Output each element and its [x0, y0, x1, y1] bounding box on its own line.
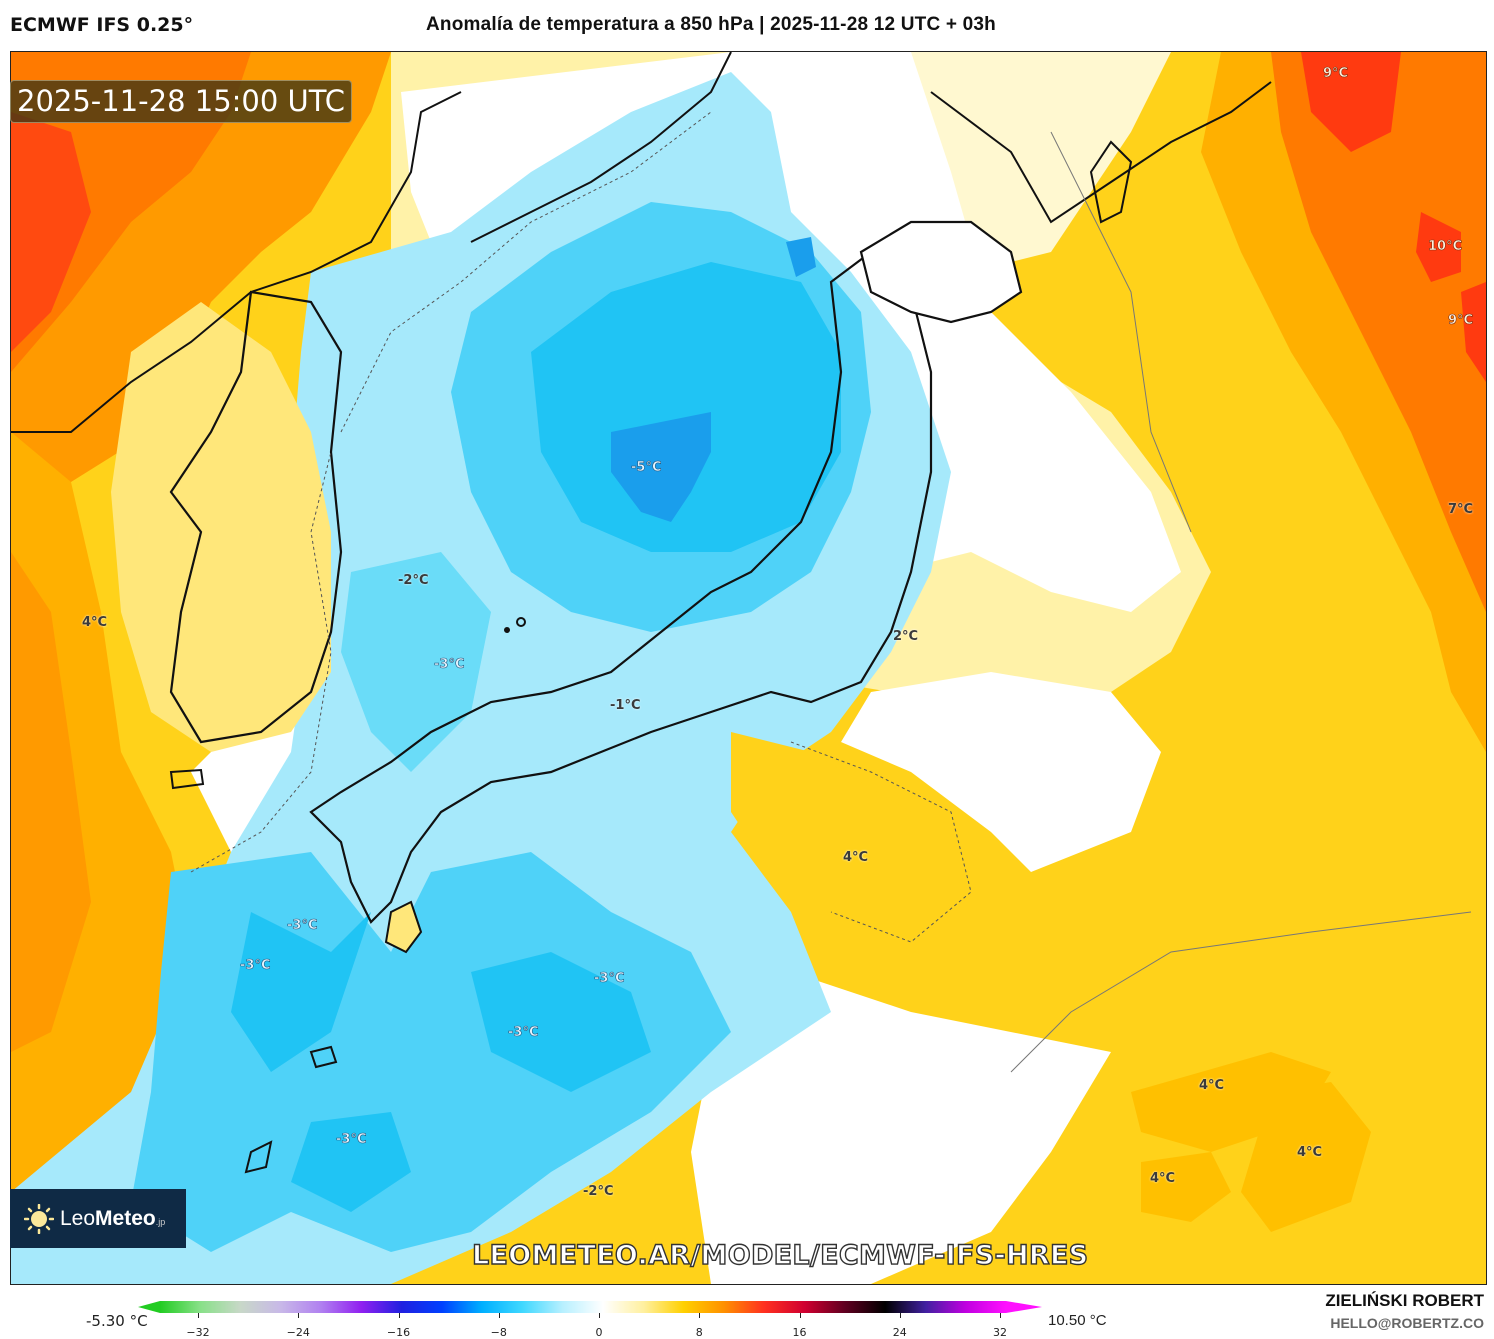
contour-label: 4°C [1199, 1078, 1225, 1093]
colorbar-tick-label: −8 [490, 1326, 507, 1339]
contour-label: 4°C [1150, 1171, 1176, 1186]
colorbar-tick-label: 24 [892, 1326, 907, 1339]
model-title: ECMWF IFS 0.25° [10, 14, 194, 36]
author-credit: ZIELIŃSKI ROBERT [1325, 1291, 1484, 1310]
colorbar [138, 1301, 1042, 1313]
contour-label: -3°C [336, 1132, 367, 1148]
colorbar-tick-mark [899, 1313, 901, 1318]
contour-label: 7°C [1448, 502, 1474, 517]
contour-label: -3°C [240, 958, 271, 974]
colorbar-tick-label: 32 [993, 1326, 1007, 1339]
contour-label: -2°C [398, 573, 429, 588]
contour-label: -1°C [610, 698, 641, 713]
colorbar-max-arrow [1006, 1301, 1042, 1313]
colorbar-tick-mark [498, 1313, 500, 1318]
colorbar-tick-mark [198, 1313, 199, 1318]
contour-label: -5°C [631, 460, 662, 476]
contour-label: 10°C [1428, 239, 1463, 255]
map-fill [11, 52, 1486, 1284]
logo-text: LeoMeteo.jp [60, 1206, 166, 1230]
valid-time-badge: 2025-11-28 15:00 UTC [10, 80, 353, 123]
colorbar-tick-mark [599, 1313, 600, 1318]
contour-label: 4°C [843, 850, 869, 865]
contour-label: -3°C [594, 971, 625, 987]
colorbar-min-arrow [138, 1301, 160, 1313]
contour-label: 9°C [1448, 313, 1474, 329]
sun-icon [24, 1203, 54, 1234]
colorbar-tick-label: −24 [286, 1326, 310, 1339]
contour-label: -2°C [583, 1184, 614, 1199]
contour-label: 4°C [82, 615, 108, 630]
chart-title: Anomalía de temperatura a 850 hPa | 2025… [426, 14, 996, 35]
colorbar-tick-label: 16 [792, 1326, 807, 1339]
source-watermark: LEOMETEO.AR/MODEL/ECMWF-IFS-HRES [471, 1239, 1089, 1271]
colorbar-tick-mark [398, 1313, 400, 1318]
contour-label: 9°C [1323, 66, 1349, 82]
contour-label: -3°C [287, 918, 318, 934]
colorbar-tick-mark [699, 1313, 701, 1318]
colorbar-tick-label: 0 [595, 1326, 603, 1339]
colorbar-max-label: 10.50 °C [1048, 1312, 1107, 1329]
contour-label: -3°C [508, 1025, 539, 1041]
colorbar-tick-label: 8 [695, 1326, 703, 1339]
colorbar-tick-mark [1000, 1313, 1001, 1318]
colorbar-tick-label: −32 [186, 1326, 210, 1339]
contour-label: 2°C [893, 629, 919, 644]
contour-label: 4°C [1297, 1145, 1323, 1160]
colorbar-tick-mark [298, 1313, 300, 1318]
colorbar-min-label: -5.30 °C [86, 1312, 148, 1330]
colorbar-tick-label: −16 [386, 1326, 411, 1339]
temperature-anomaly-map [10, 51, 1487, 1285]
leometeo-logo: LeoMeteo.jp [10, 1189, 186, 1248]
colorbar-tick-mark [799, 1313, 801, 1318]
author-email: HELLO@ROBERTZ.CO [1330, 1315, 1484, 1331]
contour-label: -3°C [434, 657, 465, 673]
